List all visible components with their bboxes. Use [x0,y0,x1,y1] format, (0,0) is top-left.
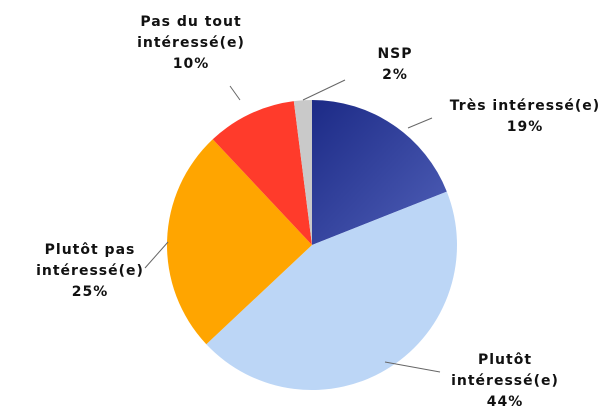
pie-slice [167,139,312,345]
percent: 19% [506,119,544,135]
category: Plutôt pas intéressé(e) [36,242,144,279]
leader-line [229,85,241,101]
percent: 44% [486,394,524,408]
pie-slice [312,100,447,245]
slice-label: Très intéressé(e) 19% [440,96,610,138]
leader-line [384,361,441,373]
percent: 2% [382,67,408,83]
leader-line [407,117,433,129]
percent: 10% [172,56,210,72]
slice-label: Pas du tout intéressé(e) 10% [131,12,251,75]
leader-line [144,241,169,269]
slice-label: Plutôt intéressé(e) 44% [445,350,565,408]
pie-slice [212,101,312,245]
category: Très intéressé(e) [449,98,601,114]
slices [167,100,458,391]
category: Pas du tout intéressé(e) [137,14,245,51]
category: Plutôt intéressé(e) [451,352,559,389]
percent: 25% [71,284,109,300]
slice-label: Plutôt pas intéressé(e) 25% [30,240,150,303]
category: NSP [377,46,413,62]
leader-line [302,79,346,101]
slice-label: NSP 2% [365,44,425,86]
pie-slice [206,191,458,391]
pie-slice [293,100,312,245]
